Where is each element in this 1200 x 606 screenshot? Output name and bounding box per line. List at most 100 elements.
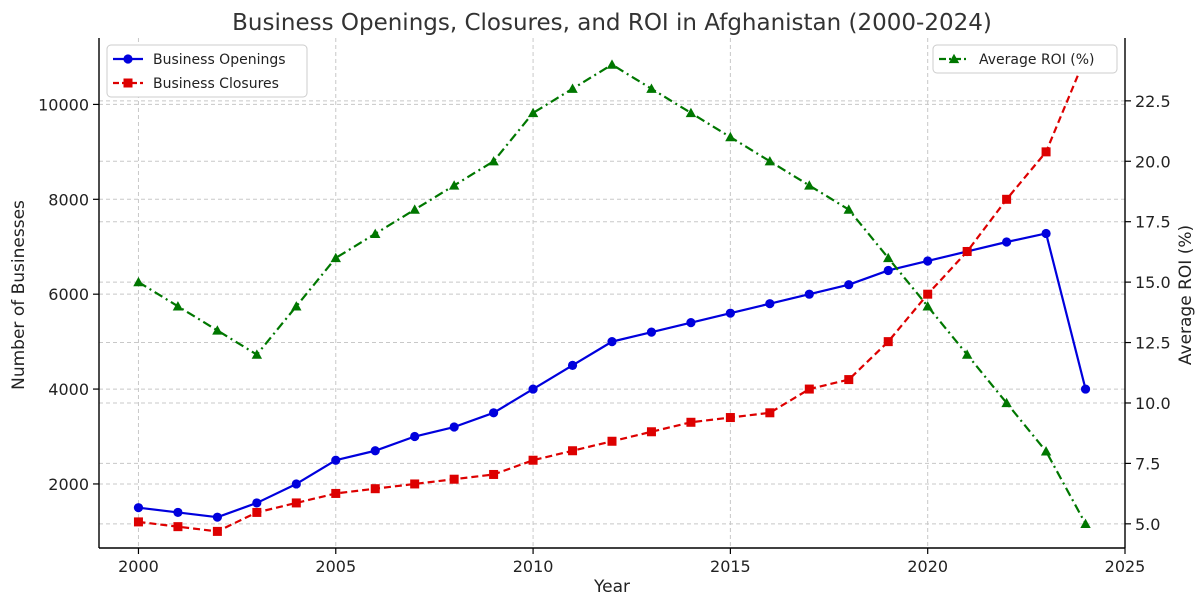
data-point-average-roi	[804, 180, 815, 190]
y2-tick-label: 7.5	[1135, 454, 1160, 473]
data-point-average-roi	[725, 131, 736, 142]
data-point-average-roi	[527, 107, 539, 118]
data-point-business-closures	[844, 375, 854, 385]
legend-label-average-roi: Average ROI (%)	[979, 52, 1095, 68]
data-point-business-openings	[1041, 228, 1051, 239]
legend-left: Business Openings Business Closures	[106, 44, 308, 98]
legend-marker-business-openings	[123, 54, 133, 64]
legend-left-box	[106, 44, 308, 98]
data-point-average-roi	[370, 228, 381, 238]
y2-tick-label: 12.5	[1135, 334, 1171, 353]
data-point-business-closures	[568, 446, 578, 456]
data-point-average-roi	[606, 59, 618, 69]
data-point-average-roi	[764, 156, 776, 166]
data-point-business-openings	[844, 280, 854, 290]
data-point-business-closures	[646, 427, 656, 437]
data-point-business-closures	[528, 455, 538, 465]
data-point-business-closures	[1002, 194, 1012, 204]
series-average-roi	[133, 59, 1091, 528]
data-point-business-openings	[923, 256, 933, 266]
data-point-business-openings	[370, 446, 380, 456]
y-tick-label: 4000	[48, 380, 89, 399]
data-point-business-closures	[804, 384, 814, 394]
series-layer	[133, 52, 1091, 536]
legend-right-box	[932, 44, 1118, 74]
data-point-business-openings	[133, 503, 144, 513]
y-tick-label: 10000	[38, 95, 89, 114]
y2-tick-label: 10.0	[1135, 394, 1171, 413]
data-point-average-roi	[961, 349, 973, 359]
data-point-business-openings	[1080, 384, 1091, 394]
data-point-average-roi	[448, 180, 460, 190]
data-point-business-closures	[370, 484, 380, 494]
legend-label-business-openings: Business Openings	[153, 52, 286, 68]
data-point-business-openings	[489, 408, 499, 418]
data-point-business-openings	[291, 479, 301, 489]
legend-marker-business-closures	[123, 78, 133, 88]
data-point-business-closures	[883, 337, 893, 347]
y-axis-label: Number of Businesses	[9, 200, 29, 390]
y2-tick-label: 5.0	[1135, 515, 1160, 534]
data-point-average-roi	[409, 204, 420, 214]
chart-title: Business Openings, Closures, and ROI in …	[232, 10, 992, 36]
data-point-average-roi	[843, 204, 854, 214]
data-point-average-roi	[133, 276, 144, 287]
x-tick-label: 2015	[710, 557, 751, 576]
data-point-business-closures	[686, 417, 696, 427]
x-tick-label: 2025	[1105, 557, 1146, 576]
data-point-business-closures	[212, 526, 222, 536]
grid-layer	[99, 38, 1126, 548]
data-point-average-roi	[1040, 446, 1052, 456]
legend-label-business-closures: Business Closures	[153, 76, 279, 92]
y2-tick-label: 17.5	[1135, 213, 1171, 232]
y-tick-label: 6000	[48, 285, 89, 304]
data-point-business-openings	[212, 512, 222, 522]
x-axis-label: Year	[593, 577, 630, 597]
data-point-business-openings	[607, 337, 617, 347]
data-point-average-roi	[1080, 518, 1091, 528]
data-point-average-roi	[330, 252, 341, 263]
x-tick-label: 2010	[513, 557, 554, 576]
data-point-business-openings	[331, 455, 341, 465]
data-point-business-closures	[173, 522, 183, 532]
axes-layer: 2000 2005 2010 2015 2020 2025 2000 4000 6000 8000…	[38, 38, 1171, 576]
y-tick-label: 2000	[48, 475, 89, 494]
data-point-average-roi	[488, 156, 499, 166]
data-point-business-closures	[923, 289, 933, 299]
data-point-business-openings	[725, 308, 735, 318]
data-point-business-openings	[765, 299, 775, 309]
data-point-average-roi	[646, 83, 657, 93]
data-point-average-roi	[251, 349, 263, 359]
x-tick-label: 2005	[315, 557, 356, 576]
data-point-business-closures	[291, 498, 301, 508]
series-business-closures	[133, 52, 1091, 536]
legend-marker-average-roi	[948, 53, 960, 64]
data-point-average-roi	[922, 301, 933, 311]
data-point-business-openings	[567, 360, 578, 370]
data-point-business-openings	[1002, 237, 1012, 247]
data-point-average-roi	[291, 301, 302, 311]
data-point-business-closures	[489, 469, 499, 479]
data-point-business-openings	[449, 422, 459, 432]
data-point-average-roi	[567, 83, 578, 93]
data-point-business-closures	[252, 507, 262, 517]
data-point-business-closures	[133, 517, 143, 527]
series-business-openings	[133, 228, 1091, 522]
y2-tick-label: 15.0	[1135, 273, 1171, 292]
legend-right: Average ROI (%)	[932, 44, 1118, 74]
y2-axis-label: Average ROI (%)	[1176, 225, 1196, 365]
data-point-business-openings	[410, 431, 420, 442]
data-point-average-roi	[685, 107, 697, 118]
data-point-business-closures	[962, 246, 972, 256]
data-point-average-roi	[883, 252, 894, 263]
y2-tick-label: 20.0	[1135, 152, 1171, 171]
x-tick-label: 2020	[907, 557, 948, 576]
data-point-business-openings	[686, 318, 696, 328]
y-tick-label: 8000	[48, 190, 89, 209]
data-point-average-roi	[1001, 397, 1012, 408]
data-point-business-openings	[883, 265, 893, 276]
data-point-average-roi	[172, 301, 184, 311]
y2-tick-label: 22.5	[1135, 92, 1171, 111]
